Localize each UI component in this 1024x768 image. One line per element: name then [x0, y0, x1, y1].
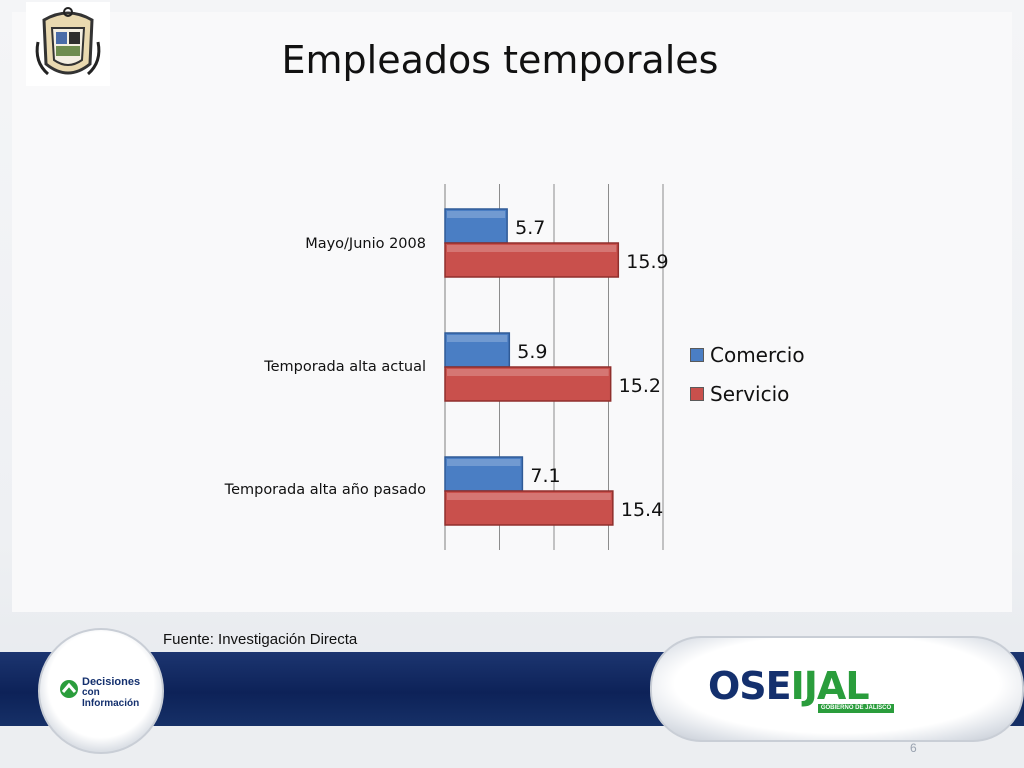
bar-highlight	[447, 369, 609, 376]
logo-part-2: IJAL	[790, 664, 870, 708]
data-label: 5.9	[517, 341, 547, 363]
arrow-icon	[60, 680, 78, 698]
source-note: Fuente: Investigación Directa	[163, 631, 358, 648]
oseijal-logo: OSEIJAL	[708, 664, 870, 708]
bar-chart: 5.7 15.9 5.9 15.2 7.1 15.4	[444, 184, 669, 550]
legend-swatch-servicio	[690, 386, 704, 401]
legend-label: Comercio	[710, 342, 805, 367]
right-logo-badge	[650, 636, 1024, 742]
bar-highlight	[447, 493, 611, 500]
bar-highlight	[447, 245, 617, 252]
bar-servicio	[444, 490, 614, 526]
coat-of-arms-logo	[26, 2, 110, 86]
bar-comercio	[444, 456, 524, 492]
logo-tagline: GOBIERNO DE JALISCO	[818, 704, 894, 713]
data-label: 15.2	[619, 375, 661, 397]
bar-servicio	[444, 242, 620, 278]
data-label: 15.9	[626, 251, 668, 273]
category-label: Temporada alta año pasado	[224, 482, 426, 498]
bar-servicio	[444, 366, 612, 402]
data-label: 5.7	[515, 217, 545, 239]
legend-label: Servicio	[710, 381, 790, 406]
logo-part-1: OSE	[708, 664, 792, 708]
legend-swatch-comercio	[690, 347, 704, 362]
data-label: 7.1	[530, 465, 560, 487]
bar-comercio	[444, 332, 511, 368]
chart-legend: Comercio Servicio	[690, 335, 805, 413]
slide-title: Empleados temporales	[281, 38, 719, 82]
brand-line-1: Decisiones	[82, 676, 141, 688]
data-label: 15.4	[621, 499, 663, 521]
bar-comercio	[444, 208, 508, 244]
legend-item-servicio: Servicio	[690, 374, 805, 413]
category-label: Temporada alta actual	[264, 359, 426, 375]
bar-highlight	[447, 335, 508, 342]
decisiones-logo: Decisiones con Información	[58, 676, 158, 709]
category-label: Mayo/Junio 2008	[305, 236, 426, 252]
left-logo-badge	[38, 628, 164, 754]
bar-highlight	[447, 459, 521, 466]
brand-line-2: con Información	[82, 687, 140, 709]
legend-item-comercio: Comercio	[690, 335, 805, 374]
bar-highlight	[447, 211, 506, 218]
page-number: 6	[910, 741, 917, 755]
